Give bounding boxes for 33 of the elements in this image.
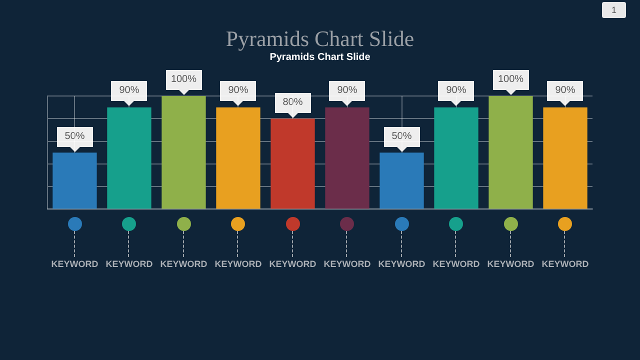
data-label: 100% [166,70,202,90]
data-label: 90% [329,81,366,102]
text: 1 [602,2,626,18]
x-tick-label: KEYWORD [378,259,426,270]
x-tick-label: KEYWORD [269,259,317,270]
x-tick-label: KEYWORD [487,259,535,270]
data-label: 90% [438,81,474,102]
bar [270,118,315,209]
data-label: 50% [384,126,420,147]
x-tick-label: KEYWORD [51,259,99,270]
x-tick-label: KEYWORD [432,259,480,270]
chart-title: Pyramids Chart Slide [224,26,416,52]
bar [380,152,424,209]
bar [434,107,478,209]
x-tick-label: KEYWORD [106,259,154,270]
bar [107,107,152,209]
x-tick-label: KEYWORD [160,259,208,270]
data-label: 90% [111,81,148,102]
x-tick-label: KEYWORD [542,259,590,270]
bar [216,107,260,209]
data-label: 80% [274,92,311,113]
data-label: 90% [220,81,256,102]
data-label: 90% [547,81,584,102]
data-label: 100% [492,70,529,90]
x-tick-label: KEYWORD [324,259,372,270]
bar [162,96,206,209]
chart-subtitle: Pyramids Chart Slide [268,52,372,63]
bar [488,96,533,209]
bar [543,107,588,209]
x-tick-label: KEYWORD [214,259,262,270]
bar [52,152,97,209]
bar [325,107,370,209]
data-label: 50% [56,126,93,147]
